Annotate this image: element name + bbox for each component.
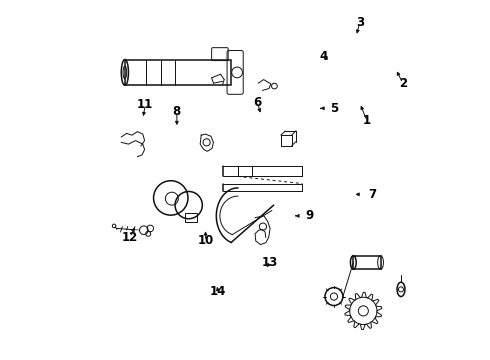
Text: 1: 1: [363, 114, 371, 127]
Text: 5: 5: [331, 102, 339, 115]
Text: 11: 11: [137, 98, 153, 111]
Text: 12: 12: [122, 231, 138, 244]
Text: 8: 8: [173, 105, 181, 118]
Text: 4: 4: [320, 50, 328, 63]
Text: 3: 3: [356, 16, 364, 29]
Text: 2: 2: [399, 77, 407, 90]
Text: 13: 13: [262, 256, 278, 269]
Text: 7: 7: [368, 188, 376, 201]
Text: 6: 6: [253, 96, 262, 109]
Text: 14: 14: [210, 285, 226, 298]
Text: 10: 10: [197, 234, 214, 247]
Text: 9: 9: [305, 210, 314, 222]
